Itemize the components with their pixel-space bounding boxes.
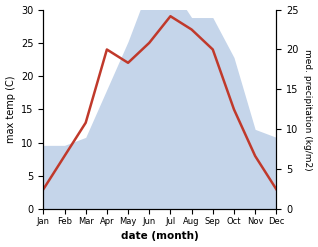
Y-axis label: max temp (C): max temp (C)	[5, 76, 16, 143]
Y-axis label: med. precipitation (kg/m2): med. precipitation (kg/m2)	[303, 49, 313, 170]
X-axis label: date (month): date (month)	[121, 231, 199, 242]
